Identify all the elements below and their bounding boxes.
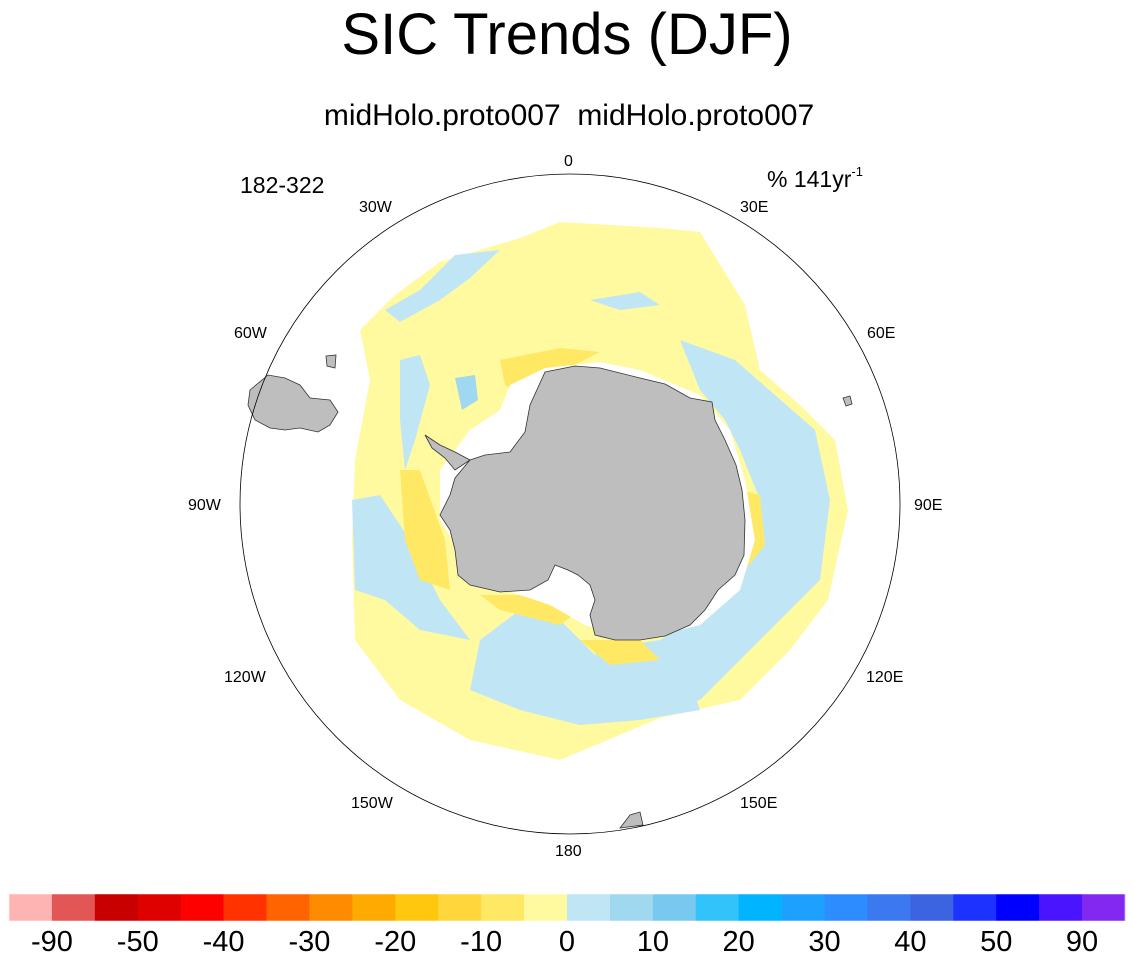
colorbar-box [9, 894, 53, 921]
colorbar-box [1082, 894, 1126, 921]
colorbar-tick-label: -20 [374, 926, 417, 958]
kerguelen-island [842, 395, 853, 407]
colorbar-box [609, 894, 654, 921]
colorbar-box [824, 894, 868, 921]
antarctic-peninsula [424, 434, 471, 471]
colorbar-box [738, 894, 782, 921]
falkland-islands [325, 354, 337, 369]
field-neg-patch-5 [580, 640, 660, 665]
colorbar-box [94, 894, 139, 921]
field-pos-weddell [590, 292, 660, 310]
colorbar-tick-label: 20 [722, 926, 755, 958]
colorbar-box [652, 894, 697, 921]
lon-label-90w: 90W [188, 497, 221, 514]
lon-label-150e: 150E [740, 795, 778, 812]
colorbar-box [51, 894, 96, 921]
colorbar-outline [8, 893, 1126, 922]
colorbar-box [524, 894, 568, 921]
field-pos-amundsen [352, 495, 470, 640]
colorbar-box [481, 894, 525, 921]
year-range-label: 182-322 [240, 172, 325, 198]
globe-outline [239, 173, 901, 835]
colorbar-box [1039, 894, 1083, 921]
lon-label-120w: 120W [224, 669, 266, 686]
colorbar [8, 893, 1126, 922]
units-exponent: -1 [851, 164, 863, 179]
colorbar-tick-label: -40 [202, 926, 245, 958]
colorbar-box [438, 894, 482, 921]
lon-label-30e: 30E [740, 199, 769, 216]
lon-label-90e: 90E [914, 497, 943, 514]
units-label: % 141yr-1 [767, 164, 863, 193]
colorbar-box [223, 894, 267, 921]
colorbar-box [953, 894, 997, 921]
colorbar-tick-label: -90 [30, 926, 73, 958]
chart-subtitle: midHolo.proto007 midHolo.proto007 [323, 99, 815, 132]
field-pos-atlantic [385, 250, 500, 322]
field-pos-bellingshausen [400, 355, 430, 470]
chart-title: SIC Trends (DJF) [341, 2, 793, 67]
lon-label-120e: 120E [866, 669, 904, 686]
colorbar-tick-label: -30 [288, 926, 331, 958]
colorbar-tick-label: 0 [558, 926, 576, 958]
field-pos-indian [595, 340, 830, 712]
colorbar-tick-label: -10 [460, 926, 503, 958]
units-text: % 141yr [767, 166, 852, 192]
field-neg-patch-2 [400, 470, 450, 590]
colorbar-tick-label: 10 [636, 926, 669, 958]
colorbar-tick-label: 90 [1065, 926, 1099, 958]
lon-label-150w: 150W [351, 795, 393, 812]
colorbar-tick-label: -50 [116, 926, 159, 958]
field-pos-drake [455, 375, 478, 410]
antarctica-landmass [439, 365, 746, 641]
lon-label-30w: 30W [359, 199, 392, 216]
lon-label-60e: 60E [867, 325, 896, 342]
colorbar-tick-label: 30 [808, 926, 841, 958]
colorbar-box [781, 894, 825, 921]
colorbar-box [567, 894, 611, 921]
south-america-tip [247, 374, 339, 433]
colorbar-tick-label: 40 [894, 926, 927, 958]
lon-label-0: 0 [564, 153, 573, 170]
colorbar-box [180, 894, 224, 921]
colorbar-box [137, 894, 181, 921]
field-pos-ross [470, 610, 700, 725]
colorbar-box [695, 894, 739, 921]
lon-label-60w: 60W [234, 325, 267, 342]
colorbar-box [352, 894, 396, 921]
colorbar-tick-label: 50 [980, 926, 1013, 958]
colorbar-box [309, 894, 353, 921]
colorbar-box [266, 894, 310, 921]
lon-label-180: 180 [555, 843, 582, 860]
colorbar-box [910, 894, 954, 921]
new-zealand-tip [619, 811, 644, 829]
colorbar-box [867, 894, 911, 921]
colorbar-box [996, 894, 1040, 921]
colorbar-box [395, 894, 439, 921]
